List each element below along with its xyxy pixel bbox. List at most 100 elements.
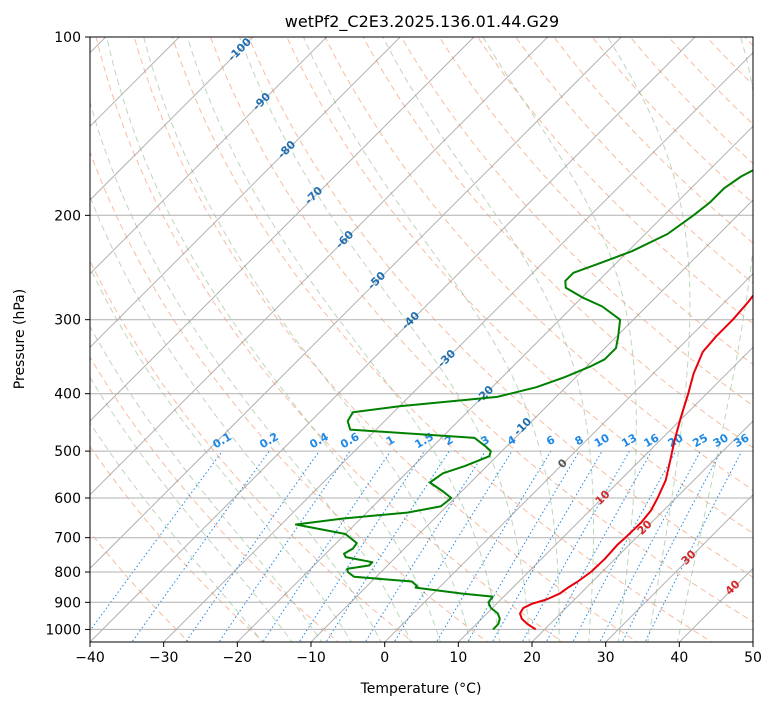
dry-adiabat xyxy=(90,150,489,642)
isotherm-line xyxy=(310,199,753,642)
isotherm-line xyxy=(0,10,59,654)
dry-adiabat xyxy=(133,37,638,642)
x-tick-label: 20 xyxy=(523,650,541,666)
isotherm-label: -70 xyxy=(302,184,325,207)
moist-adiabat xyxy=(143,37,471,642)
mixing-ratio-line xyxy=(325,450,450,642)
mixing-ratio-label: 0.2 xyxy=(257,430,280,451)
isotherm-line xyxy=(236,125,753,642)
x-tick-label: −10 xyxy=(296,650,326,666)
x-tick-label: 30 xyxy=(597,650,615,666)
moist-adiabat xyxy=(303,37,560,642)
y-tick-label: 600 xyxy=(54,491,81,507)
dry-adiabat xyxy=(515,37,753,284)
mixing-ratio-line xyxy=(262,450,392,642)
y-axis-label: Pressure (hPa) xyxy=(12,289,28,389)
y-tick-label: 500 xyxy=(54,444,81,460)
isotherm-line xyxy=(457,346,753,642)
mixing-ratio-label: 8 xyxy=(573,433,586,448)
x-tick-label: 40 xyxy=(670,650,688,666)
dry-adiabat-label: 40 xyxy=(723,577,743,597)
chart-title: wetPf2_C2E3.2025.136.01.44.G29 xyxy=(285,12,559,32)
mixing-ratio-line xyxy=(218,450,351,642)
dry-adiabat xyxy=(438,37,753,365)
moist-adiabat xyxy=(90,100,412,642)
mixing-ratio-line xyxy=(90,450,223,632)
dry-adiabat xyxy=(248,37,753,578)
mixing-ratio-line xyxy=(621,450,722,642)
mixing-ratio-label: 0.4 xyxy=(307,430,331,451)
y-tick-label: 800 xyxy=(54,565,81,581)
temperature-line xyxy=(519,294,753,631)
x-axis-label: Temperature (°C) xyxy=(360,681,482,697)
isotherm-line xyxy=(90,37,549,496)
moist-adiabat xyxy=(90,195,382,642)
isopleth-labels: -100-90-80-70-60-50-40-30-20-100.1 0.2 0.4… xyxy=(210,37,752,598)
mixing-ratio-label: 16 xyxy=(641,431,661,450)
isotherm-line xyxy=(90,37,181,128)
y-tick-label: 100 xyxy=(54,30,81,46)
mixing-ratio-label: 1 xyxy=(384,433,397,448)
isotherm-line xyxy=(90,37,402,349)
mixing-ratio-line xyxy=(185,450,320,642)
mixing-ratio-label: 30 xyxy=(711,431,731,450)
axes: −40 −30 −20 −10 0 10 20 30 40 5010020030040050060… xyxy=(45,30,762,666)
dry-adiabat xyxy=(324,37,753,491)
mixing-ratio-label: 6 xyxy=(544,433,557,448)
isotherm-label: -50 xyxy=(365,269,388,292)
mixing-ratio-line xyxy=(644,450,743,642)
y-tick-label: 300 xyxy=(54,313,81,329)
y-tick-label: 1000 xyxy=(45,622,81,638)
mixing-ratio-line xyxy=(393,450,513,642)
mixing-ratio-line xyxy=(572,450,677,642)
mixing-ratio-line xyxy=(364,450,486,642)
dry-adiabat xyxy=(400,37,753,407)
x-tick-label: 10 xyxy=(449,650,467,666)
moist-adiabat xyxy=(90,422,264,642)
dry-adiabat xyxy=(477,37,753,325)
mixing-ratio-label: 0.1 xyxy=(210,430,233,451)
isotherm-line xyxy=(162,51,753,642)
isotherm-line xyxy=(604,493,753,642)
dry-adiabat xyxy=(362,37,753,449)
dry-adiabat xyxy=(286,37,753,534)
mixing-ratio-label: 10 xyxy=(592,431,612,450)
x-tick-label: −40 xyxy=(75,650,105,666)
x-tick-label: −20 xyxy=(223,650,253,666)
mixing-ratio-line xyxy=(599,450,701,642)
mixing-ratio-line xyxy=(298,450,425,642)
mixing-ratio-line xyxy=(466,450,580,642)
plot-frame xyxy=(89,36,754,643)
isotherm-line xyxy=(531,420,753,642)
isotherm-label: -10 xyxy=(511,415,534,438)
pressure-gridlines xyxy=(90,37,753,630)
profile-series xyxy=(294,169,753,631)
dry-adiabat xyxy=(553,37,753,244)
isotherms xyxy=(0,10,753,654)
background-lines xyxy=(90,37,753,642)
isotherm-line xyxy=(90,37,254,201)
mixing-ratio-line xyxy=(131,450,270,642)
isotherm-line xyxy=(90,37,475,422)
x-tick-label: −30 xyxy=(149,650,179,666)
isotherm-line xyxy=(383,272,753,642)
y-tick-label: 900 xyxy=(54,595,81,611)
mixing-ratio-label: 25 xyxy=(690,431,710,450)
isotherm-line xyxy=(752,641,753,642)
y-tick-label: 400 xyxy=(54,387,81,403)
moist-adiabat xyxy=(382,37,594,642)
x-tick-label: 0 xyxy=(380,650,389,666)
y-tick-label: 200 xyxy=(54,208,81,224)
mixing-ratio-label: 36 xyxy=(732,431,752,450)
isotherm-line xyxy=(90,37,623,570)
moist-adiabat xyxy=(482,37,637,642)
dry-adiabat xyxy=(744,37,753,47)
dry-adiabat xyxy=(90,531,190,642)
mixing-ratio-line xyxy=(435,450,552,642)
dry-adiabat-label: 30 xyxy=(679,547,699,567)
y-tick-label: 700 xyxy=(54,531,81,547)
x-tick-label: 50 xyxy=(744,650,762,666)
moist-adiabat xyxy=(239,37,530,642)
dry-adiabat xyxy=(90,259,414,642)
